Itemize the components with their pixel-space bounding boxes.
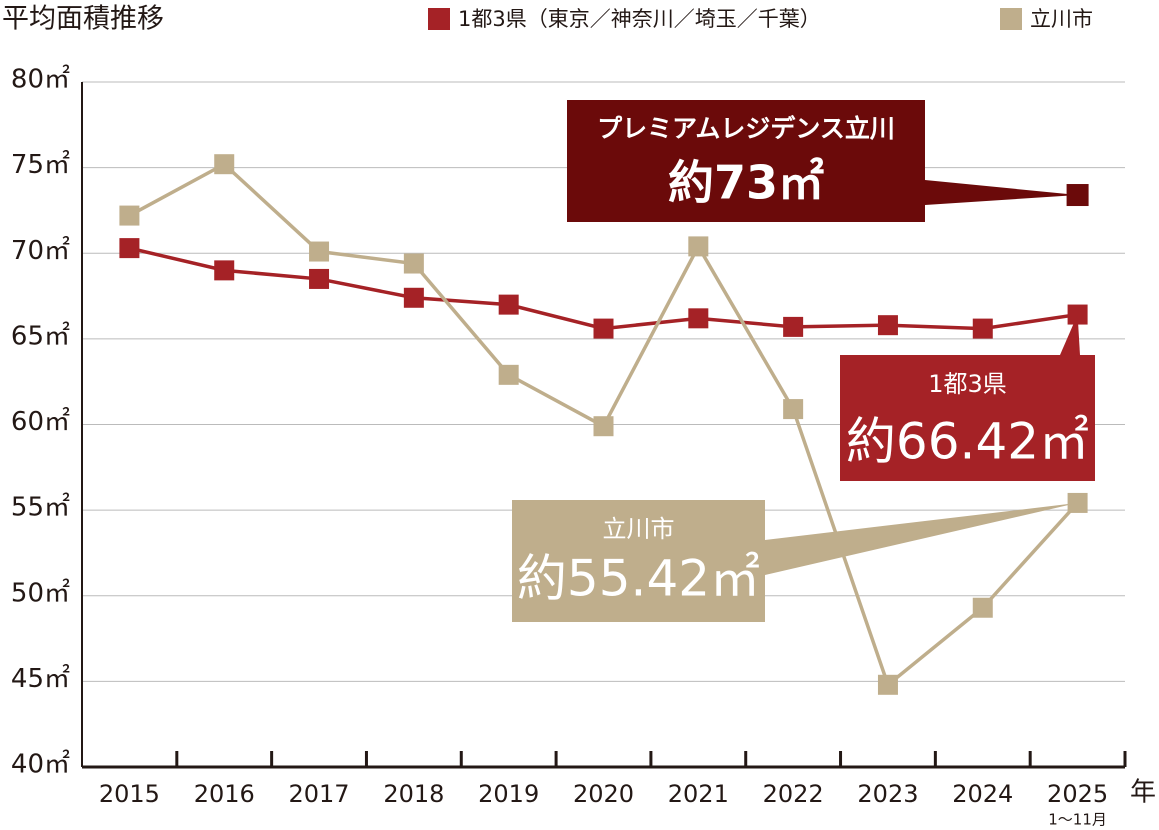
y-tick-label: 45㎡ (11, 664, 70, 694)
callout-title: 1都3県 (928, 370, 1007, 398)
legend-swatch (1000, 8, 1022, 30)
marker (403, 287, 424, 308)
series-line (129, 246, 1078, 331)
x-note: 1〜11月 (1048, 811, 1107, 829)
y-tick-label: 65㎡ (11, 321, 70, 351)
callout-value: 約73㎡ (668, 156, 824, 210)
callout-title: プレミアムレジデンス立川 (597, 114, 895, 143)
y-tick-label: 55㎡ (11, 493, 70, 523)
marker (309, 268, 330, 289)
marker (877, 315, 898, 336)
legend-label: 立川市 (1030, 7, 1093, 31)
marker (593, 318, 614, 339)
callout-pointer (1060, 314, 1080, 355)
chart-title: 平均面積推移 (2, 4, 164, 35)
callout-value: 約55.42㎡ (517, 550, 760, 608)
marker (972, 597, 993, 618)
marker (783, 399, 804, 420)
callout-box (840, 355, 1095, 481)
marker (593, 416, 614, 437)
x-tick-label: 2016 (194, 780, 255, 808)
callout-pointer (765, 502, 1078, 575)
marker (877, 674, 898, 695)
x-tick-label: 2024 (952, 780, 1013, 808)
x-tick-label: 2023 (857, 780, 918, 808)
x-unit: 年 (1130, 778, 1156, 808)
x-tick-label: 2018 (383, 780, 444, 808)
x-tick-label: 2017 (289, 780, 350, 808)
x-tick-label: 2025 (1047, 780, 1108, 808)
marker (214, 154, 235, 175)
legend-swatch (428, 8, 450, 30)
x-tick-label: 2019 (478, 780, 539, 808)
marker (214, 260, 235, 281)
callout-title: 立川市 (603, 515, 675, 543)
y-tick-label: 80㎡ (11, 65, 70, 95)
x-tick-label: 2022 (763, 780, 824, 808)
marker (498, 294, 519, 315)
marker (119, 205, 140, 226)
marker (119, 238, 140, 259)
marker (1066, 184, 1089, 207)
marker (783, 316, 804, 337)
callout-pointer (925, 180, 1078, 205)
y-tick-label: 75㎡ (11, 150, 70, 180)
callout-box (567, 100, 925, 222)
y-tick-label: 50㎡ (11, 578, 70, 608)
legend-label: 1都3県（東京／神奈川／埼玉／千葉） (458, 7, 821, 31)
y-tick-label: 60㎡ (11, 407, 70, 437)
y-tick-label: 40㎡ (11, 750, 70, 780)
marker (688, 236, 709, 257)
marker (688, 308, 709, 329)
y-tick-label: 70㎡ (11, 236, 70, 266)
x-tick-label: 2021 (668, 780, 729, 808)
marker (498, 364, 519, 385)
callout-value: 約66.42㎡ (846, 413, 1089, 471)
marker (972, 318, 993, 339)
x-tick-label: 2015 (99, 780, 160, 808)
marker (403, 253, 424, 274)
marker (309, 241, 330, 262)
x-tick-label: 2020 (573, 780, 634, 808)
callout-box (512, 500, 765, 622)
